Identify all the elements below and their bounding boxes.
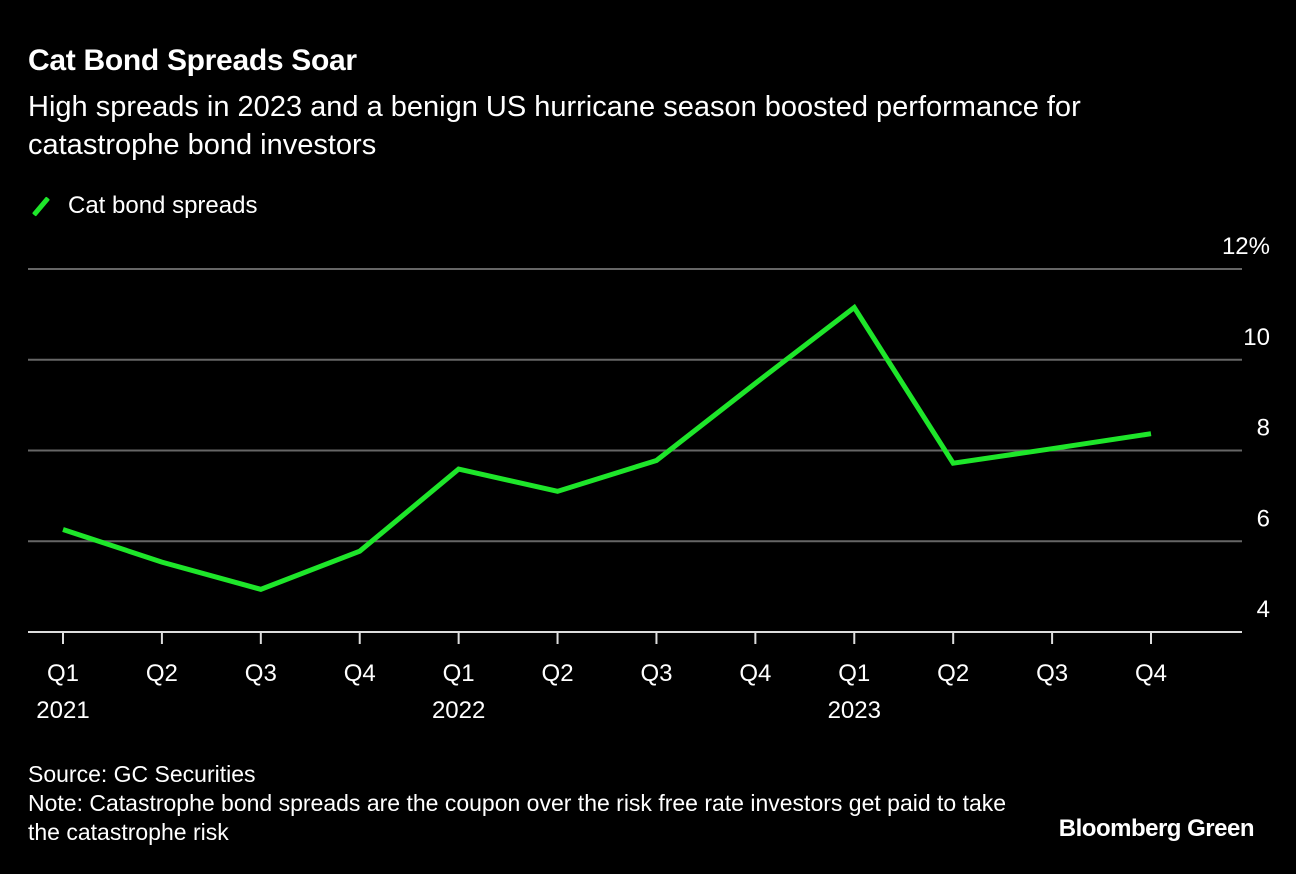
chart-subtitle: High spreads in 2023 and a benign US hur… — [28, 91, 1081, 161]
x-tick-label: Q3 — [640, 660, 672, 687]
legend: Cat bond spreads — [30, 192, 257, 220]
x-tick-label: Q4 — [1135, 660, 1167, 687]
x-tick-label: Q3 — [1036, 660, 1068, 687]
y-tick-label: 4 — [1257, 596, 1270, 623]
legend-label: Cat bond spreads — [68, 192, 258, 219]
x-tick-year-label: 2023 — [828, 697, 881, 724]
x-tick-label: Q3 — [245, 660, 277, 687]
series-line — [62, 303, 1152, 592]
y-tick-label: 8 — [1257, 415, 1270, 442]
y-tick-label: 10 — [1243, 324, 1270, 351]
x-tick-label: Q1 — [443, 660, 475, 687]
x-tick-label: Q4 — [739, 660, 771, 687]
x-tick-year-label: 2021 — [36, 697, 89, 724]
y-tick-label: 6 — [1257, 505, 1270, 532]
x-tick-year-label: 2022 — [432, 697, 485, 724]
chart-title: Cat Bond Spreads Soar — [28, 44, 357, 77]
x-tick-label: Q2 — [146, 660, 178, 687]
x-tick-label: Q1 — [47, 660, 79, 687]
footnote: Source: GC Securities Note: Catastrophe … — [28, 760, 1018, 847]
x-tick-label: Q2 — [542, 660, 574, 687]
x-tick-label: Q2 — [937, 660, 969, 687]
x-tick-label: Q4 — [344, 660, 376, 687]
brand-logo: Bloomberg Green — [1058, 815, 1255, 842]
source-text: Source: GC Securities — [28, 761, 256, 787]
x-tick-label: Q1 — [838, 660, 870, 687]
note-text: Note: Catastrophe bond spreads are the c… — [28, 790, 1007, 845]
y-tick-label: 12% — [1222, 233, 1270, 260]
